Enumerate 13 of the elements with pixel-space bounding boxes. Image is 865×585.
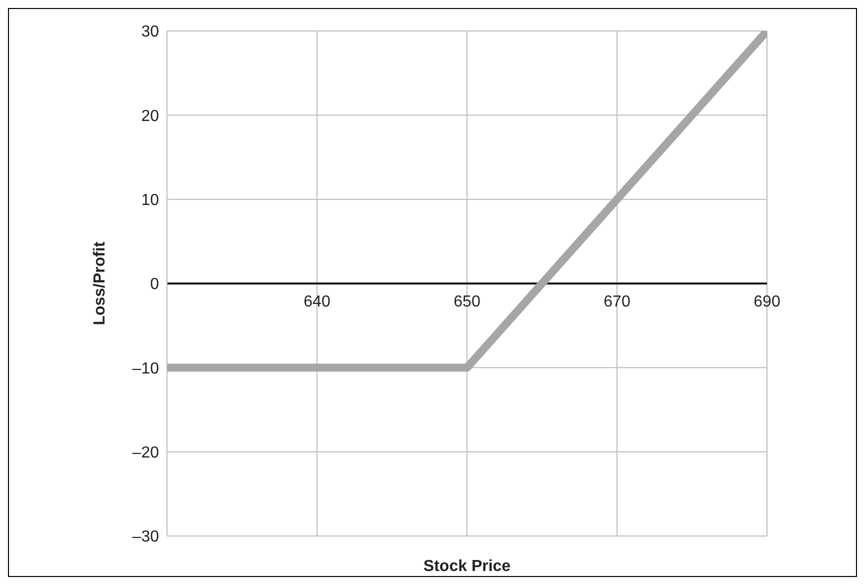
y-tick-label: 0	[150, 276, 160, 294]
x-tick-label: 640	[304, 294, 330, 310]
y-tick-label: –20	[132, 444, 160, 462]
y-tick-label: 10	[141, 192, 160, 210]
x-tick-label: 670	[604, 294, 630, 310]
y-tick-label: –10	[132, 360, 160, 378]
x-axis-title: Stock Price	[423, 558, 511, 575]
y-tick-label: –30	[132, 528, 160, 546]
x-tick-label: 690	[754, 294, 780, 310]
y-axis-title: Loss/Profit	[92, 241, 109, 326]
y-tick-label: 30	[141, 24, 160, 41]
y-tick-label: 20	[141, 108, 160, 125]
x-tick-label: 650	[454, 294, 480, 310]
